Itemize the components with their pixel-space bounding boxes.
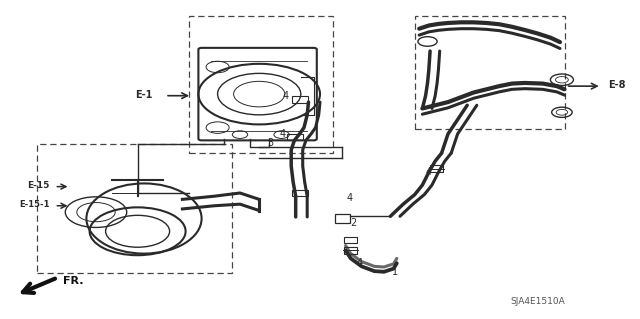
Text: E-1: E-1 [135, 90, 152, 100]
Text: 4: 4 [347, 193, 353, 204]
Text: E-15-1: E-15-1 [19, 200, 50, 209]
Text: 4: 4 [356, 258, 363, 268]
Text: FR.: FR. [63, 276, 83, 286]
Bar [292, 190, 308, 196]
Bar [335, 214, 350, 223]
Text: 4: 4 [280, 129, 286, 139]
Bar [189, 16, 333, 153]
Text: E-15: E-15 [28, 181, 50, 190]
Bar [292, 96, 308, 103]
Text: 1: 1 [392, 267, 398, 277]
Bar [430, 165, 443, 172]
Bar [37, 144, 232, 273]
Text: E-8: E-8 [608, 80, 625, 91]
Bar [344, 237, 357, 243]
Bar [415, 16, 565, 129]
Text: 3: 3 [268, 137, 274, 148]
Bar [344, 247, 357, 254]
Text: 4: 4 [283, 91, 289, 101]
Bar [287, 134, 303, 140]
Text: SJA4E1510A: SJA4E1510A [510, 297, 565, 306]
Text: 2: 2 [351, 218, 357, 228]
Text: 4: 4 [426, 167, 432, 177]
